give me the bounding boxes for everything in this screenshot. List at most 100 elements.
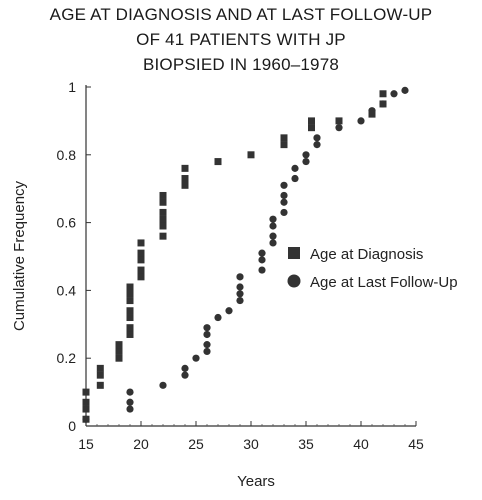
diagnosis-point	[126, 297, 134, 305]
follow-up-point	[390, 90, 398, 98]
diagnosis-point	[280, 134, 288, 142]
follow-up-point	[269, 215, 277, 223]
follow-up-point	[291, 174, 299, 183]
diagnosis-point	[137, 266, 145, 274]
y-tick-label: 1	[68, 79, 76, 95]
y-axis-label: Cumulative Frequency	[11, 180, 28, 331]
follow-up-point	[214, 313, 222, 322]
diagnosis-point	[280, 141, 288, 149]
follow-up-point	[225, 307, 233, 315]
follow-up-point	[236, 273, 244, 281]
diagnosis-point	[115, 341, 123, 349]
diagnosis-point	[308, 117, 315, 125]
chart-axes: 15 20 25 30 35 40 45 0 0.2 0.4 0.6 0.8 1	[57, 79, 424, 452]
diagnosis-point	[115, 354, 123, 362]
chart-title-line-2: OF 41 PATIENTS WITH JP	[136, 30, 346, 49]
follow-up-point	[302, 157, 310, 166]
diagnosis-point	[137, 239, 145, 247]
follow-up-point	[291, 164, 299, 172]
diagnosis-point	[96, 371, 104, 379]
follow-up-point	[280, 198, 288, 206]
diagnosis-point	[126, 330, 134, 338]
follow-up-point	[258, 249, 266, 257]
diagnosis-point	[115, 347, 123, 355]
follow-up-point	[126, 398, 134, 406]
diagnosis-point	[159, 215, 167, 223]
follow-up-point	[236, 290, 244, 298]
follow-up-point	[368, 107, 376, 115]
follow-up-point	[82, 415, 90, 423]
y-tick-label: 0.6	[57, 215, 77, 231]
diagnosis-point	[96, 381, 104, 389]
y-tick-label: 0.2	[57, 350, 77, 366]
follow-up-point	[313, 134, 321, 142]
x-axis-label: Years	[237, 473, 275, 490]
follow-up-point	[401, 86, 409, 94]
diagnosis-point	[159, 198, 167, 206]
diagnosis-point	[379, 90, 387, 98]
diagnosis-point	[181, 181, 189, 189]
follow-up-point	[126, 388, 134, 396]
follow-up-point	[269, 232, 277, 240]
follow-up-point	[203, 330, 211, 339]
follow-up-point	[181, 364, 189, 372]
diagnosis-point	[181, 164, 189, 172]
legend-label: Age at Diagnosis	[310, 246, 423, 263]
diagnosis-point	[126, 283, 134, 291]
x-tick-label: 45	[408, 436, 424, 452]
diagnosis-point	[335, 117, 343, 125]
follow-up-point	[126, 405, 134, 413]
follow-up-point	[280, 181, 288, 189]
follow-up-point	[313, 141, 321, 149]
y-tick-label: 0.4	[57, 282, 77, 298]
series-follow-up	[82, 86, 409, 423]
diagnosis-point	[247, 151, 255, 159]
x-tick-label: 20	[133, 436, 149, 452]
x-tick-label: 35	[298, 436, 314, 452]
chart-legend: Age at Diagnosis Age at Last Follow-Up	[287, 246, 458, 291]
follow-up-point	[280, 208, 288, 217]
diagnosis-point	[126, 314, 134, 322]
diagnosis-point	[159, 222, 167, 230]
x-tick-label: 40	[353, 436, 369, 452]
follow-up-point	[302, 151, 310, 159]
chart-title: AGE AT DIAGNOSIS AND AT LAST FOLLOW-UP O…	[0, 2, 482, 77]
follow-up-point	[236, 283, 244, 291]
diagnosis-point	[137, 249, 145, 257]
follow-up-point	[258, 266, 266, 274]
diagnosis-point	[214, 158, 222, 166]
diagnosis-point	[181, 175, 189, 183]
diagnosis-point	[126, 324, 134, 332]
chart-marks	[82, 86, 409, 423]
y-tick-label: 0.8	[57, 147, 77, 163]
legend-circle-marker	[287, 274, 301, 288]
follow-up-point	[357, 117, 365, 125]
x-tick-label: 15	[78, 436, 94, 452]
diagnosis-point	[137, 273, 145, 281]
diagnosis-point	[159, 208, 167, 216]
y-tick-label: 0	[68, 418, 76, 434]
legend-label: Age at Last Follow-Up	[310, 274, 458, 291]
follow-up-point	[181, 371, 189, 379]
follow-up-point	[192, 354, 200, 362]
follow-up-point	[258, 256, 266, 264]
follow-up-point	[159, 381, 167, 389]
diagnosis-point	[82, 398, 90, 406]
diagnosis-point	[96, 364, 104, 372]
legend-square-marker	[288, 247, 300, 259]
diagnosis-point	[159, 191, 167, 199]
diagnosis-point	[137, 256, 145, 264]
follow-up-point	[203, 324, 211, 332]
follow-up-point	[269, 239, 277, 247]
diagnosis-point	[82, 388, 90, 396]
chart-title-line-1: AGE AT DIAGNOSIS AND AT LAST FOLLOW-UP	[49, 5, 433, 24]
follow-up-point	[203, 347, 211, 356]
x-tick-label: 30	[243, 436, 259, 452]
follow-up-point	[269, 222, 277, 230]
x-tick-label: 25	[188, 436, 204, 452]
diagnosis-point	[126, 307, 134, 315]
follow-up-point	[335, 124, 343, 132]
chart-title-line-3: BIOPSIED IN 1960–1978	[142, 55, 340, 74]
diagnosis-point	[82, 405, 90, 413]
